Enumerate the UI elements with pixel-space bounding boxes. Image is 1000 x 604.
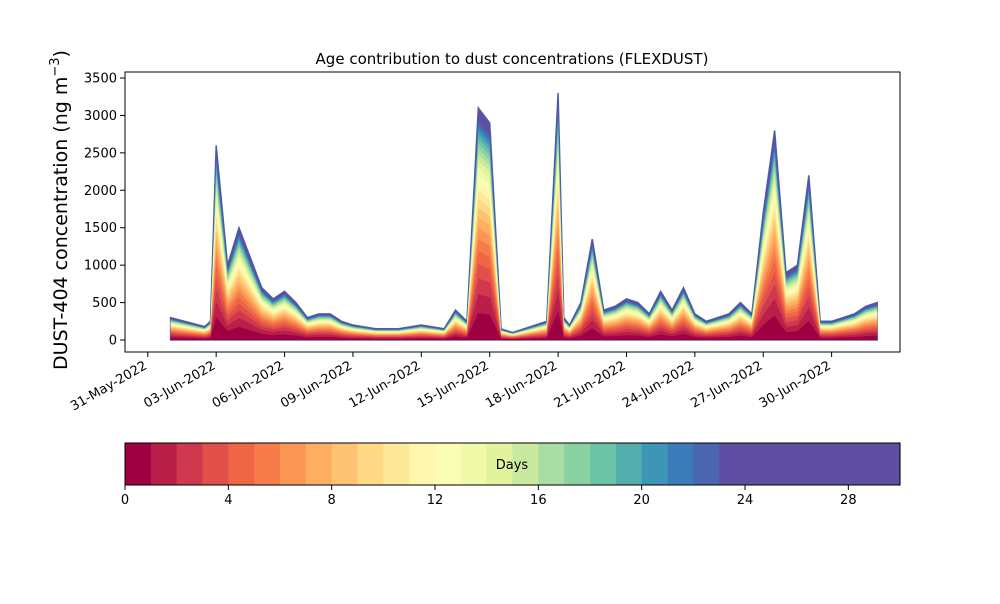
colorbar-tick-label-20: 20 (633, 493, 650, 508)
colorbar-band-18 (590, 443, 617, 485)
y-tick-label-3500: 3500 (84, 71, 117, 86)
colorbar-tick-label-4: 4 (224, 493, 232, 508)
colorbar-axis: 0 4 8 12 16 20 24 28 (121, 485, 857, 508)
y-tick-label-500: 500 (92, 296, 117, 311)
x-tick-label-3: 09-Jun-2022 (278, 358, 355, 411)
chart-title: Age contribution to dust concentrations … (316, 50, 709, 68)
y-tick-label-3000: 3000 (84, 109, 117, 124)
colorbar-band-8 (331, 443, 359, 485)
colorbar-band-13 (460, 443, 488, 485)
colorbar-band-25 (770, 443, 798, 485)
colorbar-band-12 (435, 443, 462, 485)
y-axis-label-superscript: −3 (48, 57, 63, 76)
colorbar-band-6 (280, 443, 307, 485)
colorbar-band-3 (202, 443, 229, 485)
colorbar-band-10 (383, 443, 410, 485)
colorbar-tick-label-0: 0 (121, 493, 129, 508)
x-tick-label-5: 15-Jun-2022 (415, 358, 492, 411)
y-axis-label: DUST-404 concentration (ng m−3) (48, 50, 72, 370)
colorbar-band-16 (538, 443, 565, 485)
x-tick-label-1: 03-Jun-2022 (141, 358, 218, 411)
colorbar-tick-label-28: 28 (840, 493, 857, 508)
x-tick-label-6: 18-Jun-2022 (483, 358, 560, 411)
y-tick-label-1500: 1500 (84, 221, 117, 236)
colorbar (125, 443, 901, 485)
colorbar-band-7 (305, 443, 333, 485)
y-tick-label-2000: 2000 (84, 184, 117, 199)
y-axis-label-close: ) (50, 50, 72, 57)
colorbar-band-5 (254, 443, 281, 485)
area-age-0 (170, 311, 878, 341)
x-tick-label-0: 31-May-2022 (68, 358, 150, 414)
colorbar-band-17 (564, 443, 591, 485)
stacked-area-series (169, 92, 878, 341)
colorbar-label: Days (496, 458, 529, 473)
y-tick-label-1000: 1000 (84, 259, 117, 274)
colorbar-band-24 (745, 443, 772, 485)
colorbar-tick-label-24: 24 (737, 493, 754, 508)
y-axis-label-text: DUST-404 concentration (ng m (50, 77, 72, 370)
colorbar-tick-label-12: 12 (427, 493, 444, 508)
colorbar-frame (124, 442, 901, 486)
x-tick-label-8: 24-Jun-2022 (620, 358, 697, 411)
colorbar-band-29 (874, 443, 901, 485)
x-axis: 31-May-202203-Jun-202206-Jun-202209-Jun-… (68, 352, 834, 414)
colorbar-band-20 (641, 443, 669, 485)
y-tick-label-0: 0 (109, 334, 117, 349)
colorbar-band-2 (176, 443, 204, 485)
plot-frame (124, 71, 901, 353)
colorbar-band-11 (409, 443, 436, 485)
colorbar-band-1 (150, 443, 178, 485)
colorbar-band-4 (228, 443, 255, 485)
y-axis: 0 500 1000 1500 2000 2500 3000 3500 (84, 71, 125, 349)
colorbar-tick-label-16: 16 (530, 493, 547, 508)
x-tick-label-9: 27-Jun-2022 (688, 358, 765, 411)
colorbar-tick-label-8: 8 (328, 493, 336, 508)
colorbar-band-22 (693, 443, 720, 485)
x-tick-label-10: 30-Jun-2022 (757, 358, 834, 411)
colorbar-band-28 (848, 443, 875, 485)
colorbar-band-15 (512, 443, 539, 485)
colorbar-band-9 (357, 443, 384, 485)
colorbar-band-0 (125, 443, 152, 485)
x-tick-label-4: 12-Jun-2022 (347, 358, 424, 411)
y-tick-label-2500: 2500 (84, 146, 117, 161)
colorbar-band-19 (615, 443, 643, 485)
x-tick-label-7: 21-Jun-2022 (552, 358, 629, 411)
colorbar-band-27 (822, 443, 849, 485)
colorbar-band-23 (719, 443, 746, 485)
colorbar-band-21 (667, 443, 694, 485)
svg-text:DUST-404 concentration (ng m−3: DUST-404 concentration (ng m−3) (48, 50, 72, 370)
colorbar-band-14 (486, 443, 514, 485)
colorbar-band-26 (796, 443, 824, 485)
x-tick-label-2: 06-Jun-2022 (210, 358, 287, 411)
